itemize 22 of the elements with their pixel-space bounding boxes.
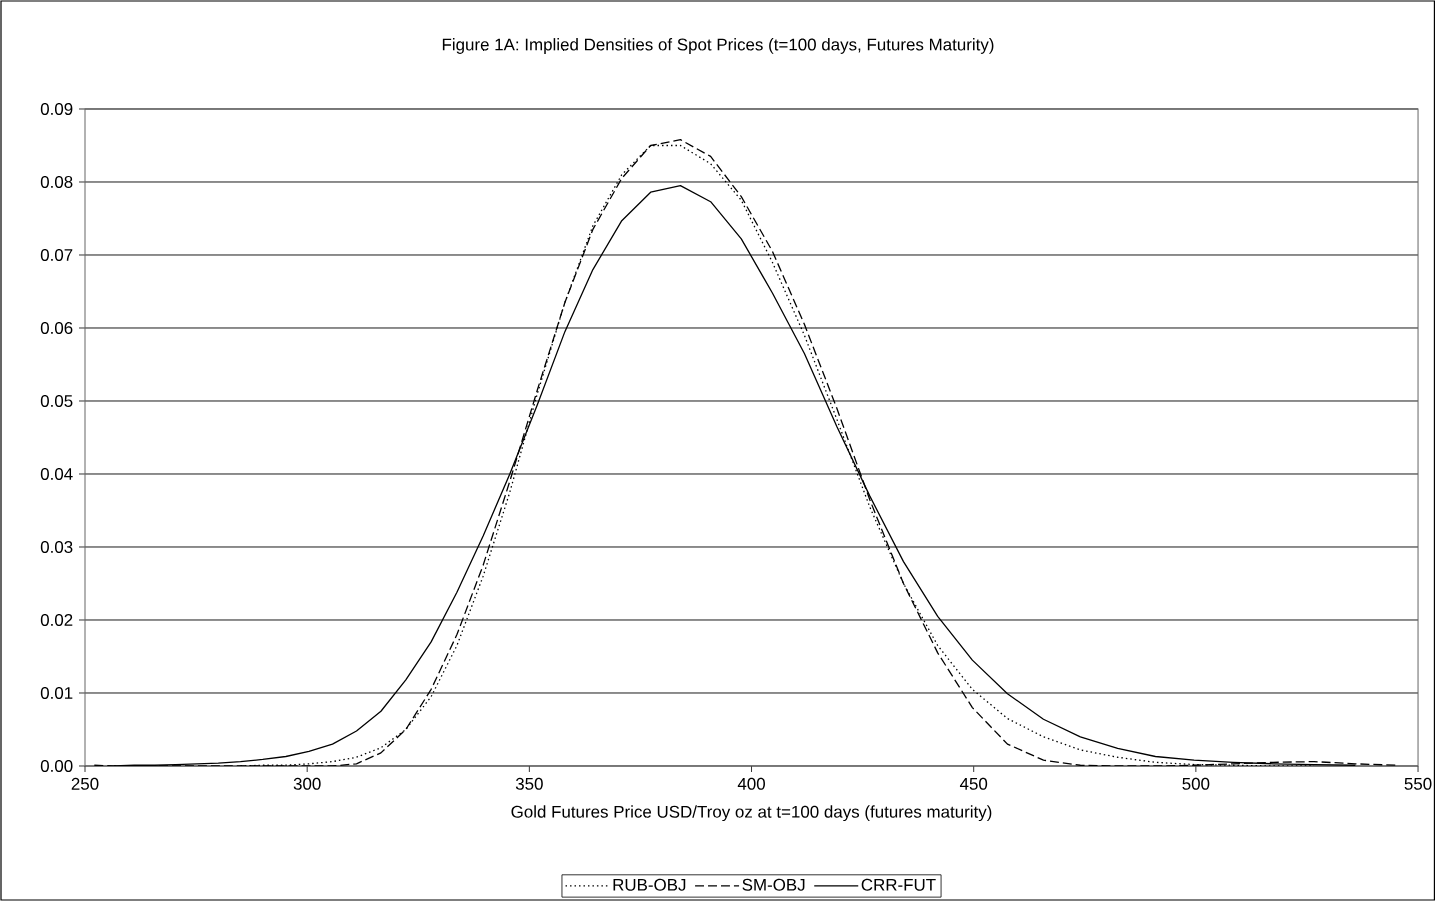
x-tick-label: 500 (1182, 777, 1210, 790)
x-tick-label: 550 (1404, 777, 1432, 790)
x-tick-label: 350 (515, 777, 543, 790)
x-tick-label: 250 (71, 777, 99, 790)
x-tick-label: 450 (959, 777, 988, 790)
x-tick-label: 300 (293, 777, 321, 790)
x-axis-title: Gold Futures Price USD/Troy oz at t=100 days (futures maturity) (511, 805, 992, 822)
y-tick-label: 0.06 (40, 322, 73, 334)
y-tick-label: 0.01 (40, 687, 73, 699)
y-tick-label: 0.07 (40, 248, 73, 261)
legend-label: CRR-FUT (861, 878, 936, 891)
legend-label: RUB-OBJ (613, 878, 686, 891)
y-tick-label: 0.08 (40, 175, 73, 188)
legend-label: SM-OBJ (742, 878, 805, 891)
y-tick-label: 0.03 (40, 541, 73, 553)
y-tick-label: 0.04 (40, 468, 73, 480)
y-tick-label: 0.02 (40, 614, 73, 626)
x-tick-label: 400 (737, 777, 765, 790)
y-tick-label: 0.05 (40, 395, 73, 407)
y-tick-label: 0.00 (40, 760, 73, 772)
y-tick-label: 0.09 (40, 102, 73, 115)
chart-title: Figure 1A: Implied Densities of Spot Prices (t=100 days, Futures Maturity) (442, 38, 994, 54)
